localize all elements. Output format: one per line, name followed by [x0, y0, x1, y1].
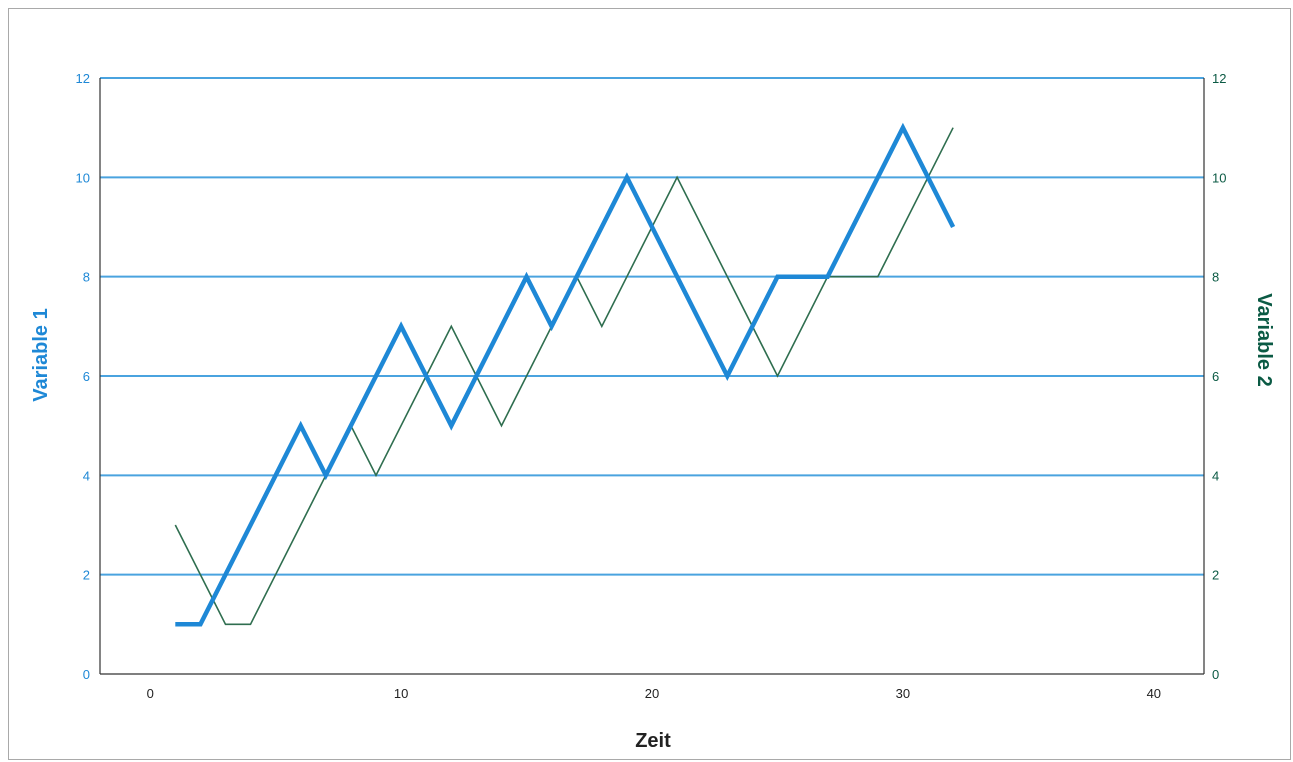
x-axis-title: Zeit — [635, 730, 671, 752]
series-variable-2 — [174, 127, 954, 626]
right-tick-label-2: 2 — [1212, 568, 1219, 583]
x-tick-label-20: 20 — [645, 686, 659, 701]
right-tick-label-12: 12 — [1212, 71, 1226, 86]
left-tick-label-2: 2 — [83, 568, 90, 583]
left-tick-label-12: 12 — [76, 71, 90, 86]
x-tick-label-30: 30 — [896, 686, 910, 701]
right-tick-label-4: 4 — [1212, 468, 1219, 483]
right-axis-ticks: 0 2 4 6 8 10 12 — [1212, 71, 1226, 682]
left-tick-label-6: 6 — [83, 369, 90, 384]
left-axis-ticks: 0 2 4 6 8 10 12 — [76, 71, 90, 682]
right-tick-label-0: 0 — [1212, 667, 1219, 682]
left-tick-label-4: 4 — [83, 468, 90, 483]
left-axis-title: Variable 1 — [30, 308, 52, 401]
x-tick-label-0: 0 — [147, 686, 154, 701]
right-tick-label-6: 6 — [1212, 369, 1219, 384]
chart-frame — [8, 8, 1291, 760]
right-axis-title: Variable 2 — [1253, 293, 1275, 386]
plot-area-border — [99, 78, 1205, 675]
left-tick-label-0: 0 — [83, 667, 90, 682]
right-tick-label-8: 8 — [1212, 270, 1219, 285]
left-tick-label-8: 8 — [83, 270, 90, 285]
left-tick-label-10: 10 — [76, 170, 90, 185]
x-tick-label-10: 10 — [394, 686, 408, 701]
series-layer — [174, 122, 956, 627]
x-tick-label-40: 40 — [1147, 686, 1161, 701]
series-variable-1 — [175, 122, 956, 627]
right-tick-label-10: 10 — [1212, 170, 1226, 185]
x-axis-ticks: 0 10 20 30 40 — [147, 686, 1161, 701]
gridlines — [100, 77, 1204, 576]
